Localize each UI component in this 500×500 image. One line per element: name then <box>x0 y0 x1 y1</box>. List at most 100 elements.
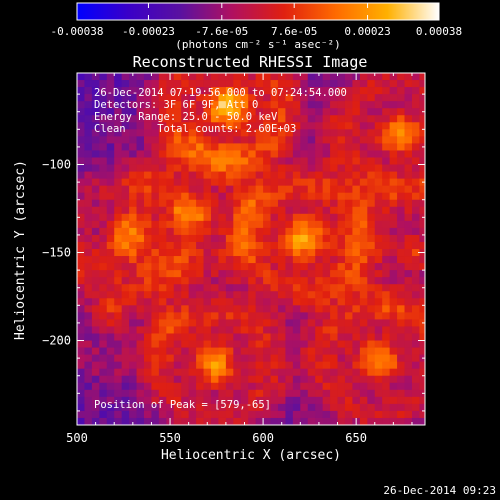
heatmap-pixel <box>77 241 85 250</box>
heatmap-pixel <box>188 298 197 306</box>
heatmap-pixel <box>181 305 190 313</box>
heatmap-pixel <box>322 234 331 243</box>
heatmap-pixel <box>166 277 175 285</box>
heatmap-pixel <box>158 417 167 425</box>
heatmap-pixel <box>136 122 145 130</box>
heatmap-pixel <box>330 73 338 81</box>
heatmap-pixel <box>300 178 309 187</box>
heatmap-pixel <box>337 241 346 250</box>
heatmap-pixel <box>277 298 286 306</box>
heatmap-pixel <box>84 150 93 158</box>
heatmap-pixel <box>419 73 425 81</box>
heatmap-pixel <box>225 80 234 88</box>
heatmap-pixel <box>136 368 145 377</box>
heatmap-pixel <box>337 319 346 327</box>
heatmap-pixel <box>270 199 279 208</box>
heatmap-pixel <box>389 389 398 398</box>
heatmap-pixel <box>233 354 242 363</box>
heatmap-pixel <box>315 171 324 179</box>
heatmap-pixel <box>173 178 182 187</box>
heatmap-pixel <box>263 333 271 341</box>
heatmap-pixel <box>210 136 219 144</box>
heatmap-pixel <box>196 101 204 109</box>
heatmap-pixel <box>397 150 405 158</box>
heatmap-pixel <box>121 396 130 405</box>
heatmap-pixel <box>77 129 85 137</box>
heatmap-pixel <box>300 347 309 355</box>
heatmap-pixel <box>84 185 93 194</box>
heatmap-pixel <box>315 220 324 229</box>
heatmap-pixel <box>77 396 85 405</box>
heatmap-pixel <box>344 164 353 172</box>
heatmap-pixel <box>173 361 182 370</box>
heatmap-pixel <box>359 263 368 271</box>
heatmap-pixel <box>374 305 383 313</box>
heatmap-pixel <box>99 150 108 158</box>
chart-title: Reconstructed RHESSI Image <box>133 53 368 71</box>
heatmap-pixel <box>263 403 271 412</box>
heatmap-pixel <box>77 171 85 179</box>
heatmap-pixel <box>285 375 294 384</box>
heatmap-pixel <box>411 291 420 299</box>
heatmap-pixel <box>114 375 123 384</box>
heatmap-pixel <box>359 319 368 327</box>
heatmap-pixel <box>315 417 324 425</box>
heatmap-pixel <box>307 361 316 370</box>
heatmap-pixel <box>285 101 294 109</box>
heatmap-pixel <box>374 291 383 299</box>
heatmap-pixel <box>300 157 309 165</box>
heatmap-pixel <box>307 375 316 384</box>
heatmap-pixel <box>292 206 301 215</box>
heatmap-pixel <box>397 354 405 363</box>
heatmap-pixel <box>300 410 309 419</box>
heatmap-pixel <box>225 199 234 208</box>
heatmap-pixel <box>300 270 309 278</box>
heatmap-pixel <box>158 270 167 278</box>
heatmap-pixel <box>106 143 115 151</box>
heatmap-pixel <box>151 73 160 81</box>
heatmap-pixel <box>91 249 100 257</box>
heatmap-pixel <box>233 185 242 194</box>
heatmap-pixel <box>218 115 227 123</box>
heatmap-pixel <box>411 340 420 348</box>
heatmap-pixel <box>181 382 190 391</box>
colorbar-gradient <box>76 2 440 21</box>
heatmap-pixel <box>404 73 413 81</box>
heatmap-pixel <box>292 347 301 355</box>
heatmap-pixel <box>337 382 346 391</box>
heatmap-pixel <box>196 94 204 102</box>
heatmap-pixel <box>233 284 242 292</box>
heatmap-pixel <box>277 354 286 363</box>
heatmap-pixel <box>173 319 182 327</box>
colorbar: -0.00038 -0.00023 -7.6e-05 7.6e-05 0.00023 0.… <box>51 2 462 51</box>
heatmap-pixel <box>397 73 405 81</box>
heatmap-pixel <box>181 101 190 109</box>
heatmap-pixel <box>344 417 353 425</box>
heatmap-pixel <box>166 87 175 95</box>
heatmap-pixel <box>322 347 331 355</box>
heatmap-pixel <box>114 361 123 370</box>
heatmap-pixel <box>218 157 227 165</box>
heatmap-pixel <box>143 361 152 370</box>
heatmap-pixel <box>129 403 137 412</box>
heatmap-pixel <box>300 305 309 313</box>
heatmap-pixel <box>419 340 425 348</box>
heatmap-pixel <box>255 389 264 398</box>
heatmap-pixel <box>411 108 420 116</box>
heatmap-pixel <box>352 192 361 201</box>
heatmap-pixel <box>352 291 361 299</box>
heatmap-pixel <box>114 157 123 165</box>
heatmap-pixel <box>337 157 346 165</box>
heatmap-pixel <box>77 333 85 341</box>
heatmap-pixel <box>91 326 100 334</box>
heatmap-pixel <box>292 199 301 208</box>
heatmap-pixel <box>367 150 376 158</box>
heatmap-pixel <box>307 368 316 377</box>
heatmap-pixel <box>389 319 398 327</box>
heatmap-pixel <box>210 256 219 264</box>
heatmap-pixel <box>263 213 271 222</box>
heatmap-pixel <box>91 80 100 88</box>
heatmap-pixel <box>136 108 145 116</box>
heatmap-pixel <box>91 417 100 425</box>
heatmap-pixel <box>91 284 100 292</box>
